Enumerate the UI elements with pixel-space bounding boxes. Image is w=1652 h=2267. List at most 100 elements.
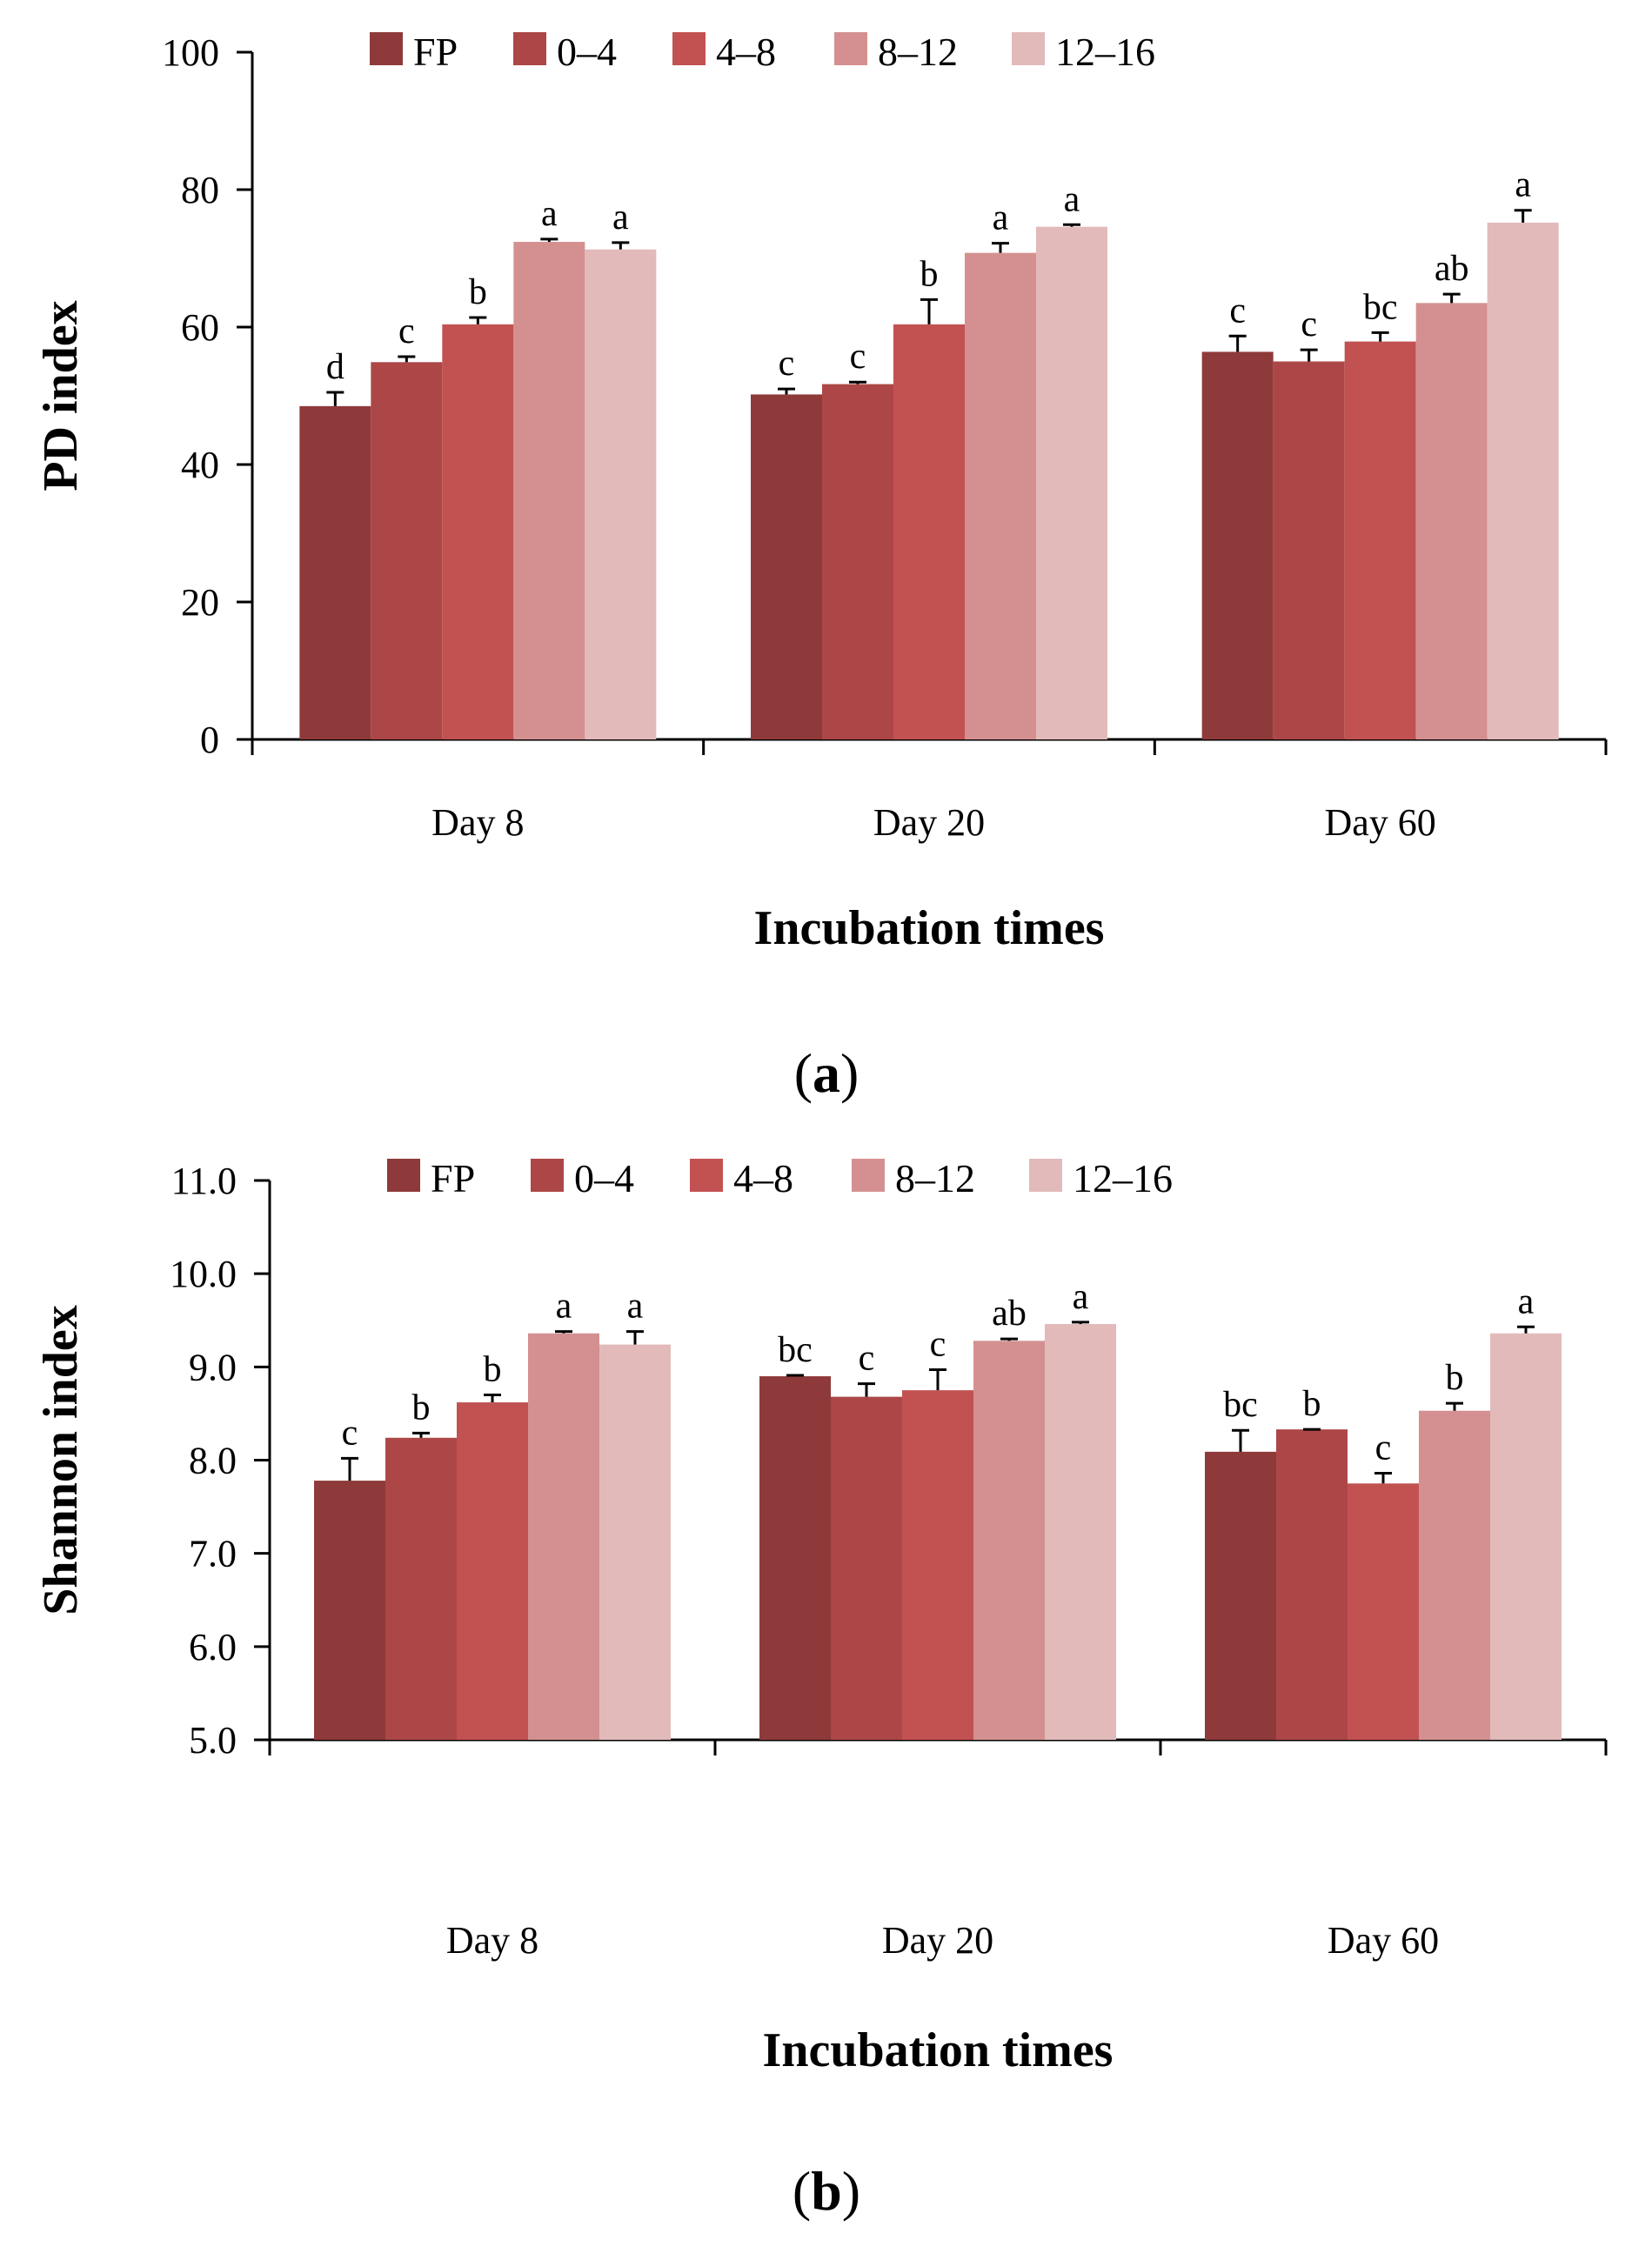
y-axis-title: PD index [34, 300, 88, 491]
significance-label: b [484, 1349, 502, 1389]
bar [1490, 1333, 1562, 1740]
bar [442, 324, 514, 739]
significance-label: c [1229, 291, 1246, 331]
significance-label: bc [778, 1330, 813, 1370]
significance-label: c [1375, 1428, 1392, 1468]
significance-label: ab [992, 1294, 1027, 1334]
legend-swatch [387, 1159, 420, 1192]
significance-label: a [1515, 165, 1531, 205]
bar [822, 384, 893, 739]
significance-label: d [326, 347, 344, 387]
significance-label: c [398, 311, 415, 351]
x-axis-title: Incubation times [754, 901, 1105, 955]
y-tick-label: 8.0 [189, 1440, 237, 1482]
bar [1045, 1324, 1116, 1740]
y-tick-label: 6.0 [189, 1626, 237, 1668]
bar [513, 242, 585, 739]
y-tick-label: 7.0 [189, 1533, 237, 1575]
category-label: Day 8 [446, 1919, 538, 1962]
bar [973, 1341, 1045, 1740]
y-tick-label: 10.0 [170, 1253, 237, 1295]
y-tick-label: 80 [181, 169, 219, 211]
legend-label: 8–12 [895, 1156, 975, 1200]
bar [585, 249, 657, 740]
legend-swatch [852, 1159, 885, 1192]
y-tick-label: 40 [181, 444, 219, 486]
significance-label: c [930, 1325, 946, 1365]
legend-swatch [672, 32, 706, 65]
legend-label: 12–16 [1073, 1156, 1173, 1200]
legend-swatch [690, 1159, 723, 1192]
significance-label: a [627, 1287, 644, 1327]
y-tick-label: 0 [200, 719, 219, 761]
significance-label: a [1073, 1277, 1089, 1317]
legend-swatch [1012, 32, 1045, 65]
significance-label: c [850, 337, 866, 377]
significance-label: c [859, 1339, 875, 1379]
category-label: Day 60 [1328, 1919, 1439, 1962]
legend-swatch [531, 1159, 564, 1192]
legend-label: 4–8 [716, 30, 776, 74]
y-axis-title: Shannon index [34, 1305, 88, 1615]
bar [371, 362, 443, 739]
significance-label: b [1303, 1384, 1321, 1424]
significance-label: a [541, 194, 558, 234]
legend-label: 4–8 [733, 1156, 793, 1200]
bar [599, 1344, 671, 1740]
legend-label: 0–4 [557, 30, 617, 74]
significance-label: b [412, 1388, 431, 1428]
x-axis-title: Incubation times [763, 2023, 1114, 2077]
significance-label: c [779, 344, 795, 384]
significance-label: b [920, 254, 939, 294]
y-tick-label: 11.0 [171, 1160, 237, 1202]
y-tick-label: 20 [181, 581, 219, 624]
bar [1344, 341, 1416, 739]
y-tick-label: 60 [181, 306, 219, 349]
legend-swatch [834, 32, 867, 65]
significance-label: b [1446, 1358, 1464, 1398]
category-label: Day 60 [1325, 801, 1436, 844]
bar [751, 394, 822, 739]
legend-label: 0–4 [574, 1156, 634, 1200]
legend-swatch [370, 32, 403, 65]
category-label: Day 20 [882, 1919, 993, 1962]
category-label: Day 8 [431, 801, 524, 844]
significance-label: ab [1435, 249, 1469, 289]
bar [314, 1481, 385, 1740]
panel-label: (a) [794, 1042, 859, 1104]
category-label: Day 20 [873, 801, 985, 844]
significance-label: a [1064, 179, 1080, 219]
legend-label: FP [431, 1156, 475, 1200]
bar [1205, 1451, 1276, 1740]
bar [1201, 351, 1274, 739]
significance-label: bc [1363, 287, 1398, 327]
bar [1276, 1429, 1348, 1740]
bar [457, 1402, 528, 1740]
bar [831, 1396, 902, 1740]
legend-swatch [1029, 1159, 1062, 1192]
significance-label: a [612, 197, 629, 237]
bar [1348, 1483, 1419, 1740]
panel-label: (b) [793, 2160, 860, 2222]
bar [1036, 226, 1107, 739]
significance-label: c [1301, 304, 1317, 344]
bar [759, 1376, 831, 1740]
legend-label: FP [413, 30, 458, 74]
significance-label: b [469, 272, 487, 312]
bar [965, 252, 1036, 739]
bar [902, 1390, 973, 1740]
bar [299, 405, 371, 739]
legend-swatch [513, 32, 546, 65]
bar [1419, 1410, 1490, 1740]
y-tick-label: 100 [162, 31, 219, 74]
y-tick-label: 9.0 [189, 1346, 237, 1388]
y-tick-label: 5.0 [189, 1719, 237, 1762]
significance-label: c [342, 1413, 358, 1453]
significance-label: bc [1223, 1385, 1258, 1425]
legend-label: 8–12 [878, 30, 958, 74]
significance-label: a [993, 198, 1009, 238]
significance-label: a [556, 1287, 572, 1327]
bar [385, 1437, 457, 1740]
